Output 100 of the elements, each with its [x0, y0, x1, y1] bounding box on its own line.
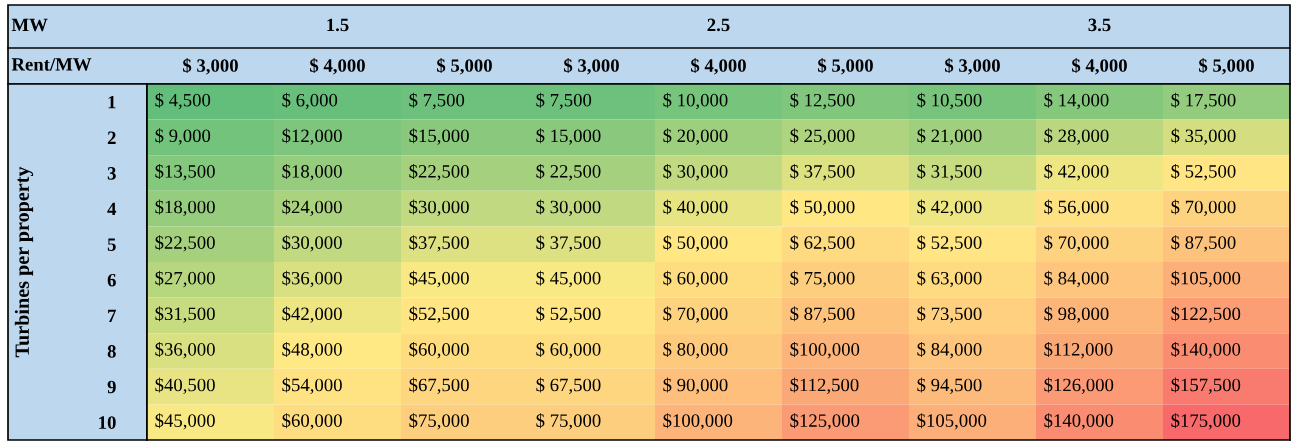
data-label: $ 42,000	[917, 199, 982, 216]
data-label: $45,000	[409, 270, 469, 288]
data-label: $ 45,000	[536, 270, 601, 288]
data-label: $45,000	[155, 413, 215, 430]
data-label: $ 67,500	[536, 377, 601, 394]
x-tick-label: $ 3,000	[945, 58, 1000, 75]
data-label: $ 52,500	[917, 235, 982, 252]
data-label: $ 84,000	[917, 341, 982, 359]
data-label: $112,000	[1044, 341, 1113, 359]
text: 2.5	[707, 18, 730, 32]
data-label: $157,500	[1171, 377, 1241, 394]
y-tick-label: 4	[107, 202, 117, 216]
data-label: $12,000	[282, 128, 342, 145]
text: 3.5	[1088, 18, 1111, 32]
data-label: $42,000	[282, 306, 342, 323]
data-label: $105,000	[1171, 270, 1241, 288]
data-label: $ 40,000	[663, 199, 728, 216]
data-label: $ 17,500	[1171, 92, 1236, 110]
data-label: $ 50,000	[663, 235, 728, 252]
data-label: $ 12,500	[790, 92, 855, 110]
data-label: $ 73,500	[917, 306, 982, 323]
data-label: $ 87,500	[1171, 235, 1236, 252]
data-label: $ 56,000	[1044, 199, 1109, 216]
y-tick-label: 7	[108, 309, 116, 322]
y-tick-label: 9	[107, 380, 116, 394]
x-tick-label: $ 4,000	[1072, 58, 1127, 75]
x-tick-label: $ 5,000	[1199, 58, 1254, 75]
data-label: $40,500	[155, 377, 215, 394]
data-label: $36,000	[282, 270, 342, 288]
data-label: $60,000	[282, 413, 342, 430]
data-label: $ 22,500	[536, 163, 601, 181]
data-label: $22,500	[409, 163, 469, 181]
data-label: $ 10,500	[917, 92, 982, 110]
y-tick-label: 8	[107, 345, 116, 358]
data-label: $ 21,000	[917, 128, 982, 145]
data-label: $ 4,500	[155, 92, 211, 110]
data-label: $122,500	[1171, 306, 1241, 323]
data-label: $ 28,000	[1044, 128, 1109, 145]
data-label: $175,000	[1171, 413, 1241, 430]
data-label: $105,000	[917, 413, 987, 430]
data-label: $67,500	[409, 377, 469, 394]
data-label: $ 20,000	[663, 128, 728, 145]
data-label: $31,500	[155, 306, 215, 323]
data-label: $ 30,000	[663, 163, 728, 181]
data-label: $ 42,000	[1044, 163, 1109, 181]
x-axis-title: Rent/MW	[11, 58, 92, 71]
data-label: $ 9,000	[155, 128, 211, 145]
data-label: $ 37,500	[536, 235, 601, 252]
data-label: $ 75,000	[536, 413, 601, 430]
data-label: $ 25,000	[790, 128, 855, 145]
data-label: $37,500	[409, 235, 469, 252]
data-label: $ 30,000	[536, 199, 601, 216]
data-label: $30,000	[409, 199, 469, 216]
data-label: $ 87,500	[790, 306, 855, 323]
data-label: $140,000	[1171, 341, 1241, 359]
y-tick-label: 2	[107, 131, 116, 144]
data-label: $ 98,000	[1044, 306, 1109, 323]
data-label: $100,000	[663, 413, 733, 430]
data-label: $60,000	[409, 341, 469, 359]
data-label: $15,000	[409, 128, 469, 145]
text: 1.5	[327, 18, 349, 32]
y-axis-title: Turbines per property	[14, 166, 34, 358]
data-label: $27,000	[155, 270, 215, 288]
data-label: $75,000	[409, 413, 469, 430]
data-label: $ 60,000	[663, 270, 728, 288]
data-label: $ 70,000	[663, 306, 728, 323]
x-tick-label: $ 5,000	[818, 58, 873, 75]
data-label: $ 60,000	[536, 341, 601, 359]
data-label: $ 70,000	[1171, 199, 1236, 216]
data-label: $100,000	[790, 341, 860, 359]
data-label: $ 15,000	[536, 128, 601, 145]
y-tick-label: 10	[99, 416, 116, 429]
data-label: $ 84,000	[1044, 270, 1109, 288]
data-label: $30,000	[282, 235, 342, 252]
data-label: $48,000	[282, 341, 342, 359]
data-label: $ 37,500	[790, 163, 855, 181]
data-label: $18,000	[282, 163, 342, 181]
data-label: $125,000	[790, 413, 860, 430]
y-tick-label: 6	[107, 273, 116, 287]
x-tick-label: $ 5,000	[437, 58, 492, 75]
data-label: $22,500	[155, 235, 215, 252]
y-tick-label: 5	[107, 238, 116, 251]
data-label: $24,000	[282, 199, 342, 216]
data-label: $112,500	[790, 377, 859, 394]
data-label: $ 52,500	[1171, 163, 1236, 181]
data-label: $ 80,000	[663, 341, 728, 359]
data-label: $ 7,500	[536, 92, 592, 110]
data-label: $ 75,000	[790, 270, 855, 288]
data-label: $ 35,000	[1171, 128, 1236, 145]
x-tick-label: $ 3,000	[183, 58, 238, 75]
data-label: $ 50,000	[790, 199, 855, 216]
data-label: $ 52,500	[536, 306, 601, 323]
data-label: $ 6,000	[282, 92, 338, 110]
data-label: $ 70,000	[1044, 235, 1109, 252]
data-label: $36,000	[155, 341, 215, 359]
data-label: $ 14,000	[1044, 92, 1109, 110]
data-label: $140,000	[1044, 413, 1114, 430]
x-tick-label: $ 4,000	[310, 58, 365, 75]
x-tick-label: $ 4,000	[691, 58, 746, 75]
data-label: $ 63,000	[917, 270, 982, 288]
